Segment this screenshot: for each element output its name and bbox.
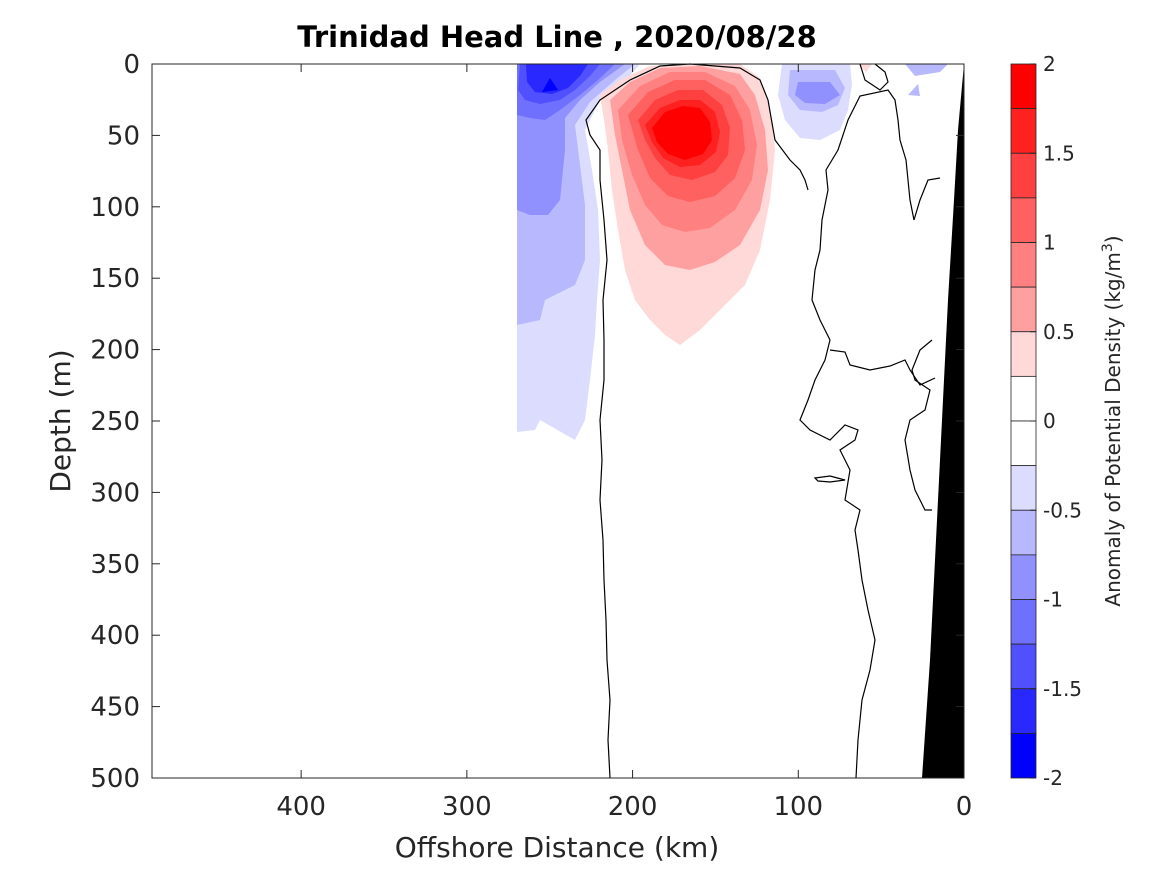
colorbar-level [1010, 465, 1037, 511]
east-negative-dot [908, 84, 920, 96]
colorbar-level [1010, 108, 1037, 154]
colorbar-title-main: Anomaly of Potential Density (kg/m [1101, 252, 1125, 606]
colorbar [1010, 63, 1037, 779]
colorbar-ticks: 2 1.5 1 0.5 0 -0.5 -1 -1.5 -2 [1030, 52, 1082, 790]
colorbar-level [1010, 152, 1037, 199]
positive-anomaly-small [858, 64, 872, 72]
x-axis: 400 300 200 100 0 [276, 64, 972, 822]
y-tick-label: 450 [90, 693, 140, 723]
colorbar-level [1010, 197, 1037, 243]
colorbar-tick-label: -1.5 [1043, 677, 1082, 701]
y-axis-title: Depth (m) [44, 349, 77, 492]
bathymetry [922, 64, 964, 778]
y-tick-label: 250 [90, 407, 140, 437]
colorbar-level [1010, 554, 1037, 600]
colorbar-level [1010, 331, 1037, 377]
zero-contour-east [799, 89, 941, 779]
colorbar-level [1010, 688, 1037, 734]
y-tick-label: 200 [90, 336, 140, 366]
colorbar-level [1010, 509, 1037, 556]
x-tick-label: 0 [956, 792, 973, 822]
x-tick-label: 200 [608, 792, 658, 822]
y-tick-label: 100 [90, 193, 140, 223]
east-negative-core [795, 82, 840, 104]
x-tick-label: 400 [276, 792, 326, 822]
colorbar-level [1010, 375, 1037, 422]
y-tick-label: 350 [90, 550, 140, 580]
plot-area [151, 63, 965, 779]
zero-contours [585, 63, 941, 779]
y-tick-label: 500 [90, 764, 140, 794]
colorbar-tick-label: -2 [1043, 766, 1063, 790]
colorbar-level [1010, 420, 1037, 467]
chart-title: Trinidad Head Line , 2020/08/28 [297, 20, 817, 54]
y-tick-label: 400 [90, 621, 140, 651]
colorbar-level [1010, 242, 1037, 288]
zero-contour-lower [829, 349, 936, 386]
colorbar-tick-label: -0.5 [1043, 498, 1082, 522]
x-tick-label: 100 [773, 792, 823, 822]
colorbar-level [1010, 286, 1037, 333]
y-tick-label: 0 [123, 50, 140, 80]
colorbar-level [1010, 643, 1037, 690]
colorbar-level [1010, 732, 1037, 779]
colorbar-tick-label: 1 [1043, 231, 1056, 255]
colorbar-tick-label: 2 [1043, 52, 1056, 76]
colorbar-level [1010, 63, 1037, 110]
negative-anomaly-stronger [526, 64, 588, 94]
zero-contour-blob [813, 475, 846, 483]
colorbar-tick-label: -1 [1043, 588, 1063, 612]
colorbar-title-superscript: 3 [1100, 243, 1116, 252]
east-negative-small [905, 64, 948, 76]
colorbar-tick-label: 0.5 [1043, 320, 1075, 344]
colorbar-tick-label: 1.5 [1043, 141, 1075, 165]
zero-contour-main [585, 63, 809, 779]
x-tick-label: 300 [442, 792, 492, 822]
y-tick-label: 150 [90, 264, 140, 294]
zero-contour-ring [859, 63, 889, 91]
x-axis-title: Offshore Distance (km) [395, 831, 720, 864]
zero-contour-deep [904, 339, 933, 511]
colorbar-tick-label: 0 [1043, 409, 1056, 433]
positive-anomaly-1p75 [652, 106, 712, 160]
y-tick-label: 50 [107, 121, 140, 151]
y-axis: 0 50 100 150 200 250 300 350 400 450 500 [90, 50, 964, 794]
colorbar-title-close: ) [1101, 235, 1125, 243]
negative-anomaly-core [542, 78, 558, 92]
y-tick-label: 300 [90, 478, 140, 508]
colorbar-title: Anomaly of Potential Density (kg/m3) [1100, 235, 1125, 606]
colorbar-level [1010, 599, 1037, 645]
